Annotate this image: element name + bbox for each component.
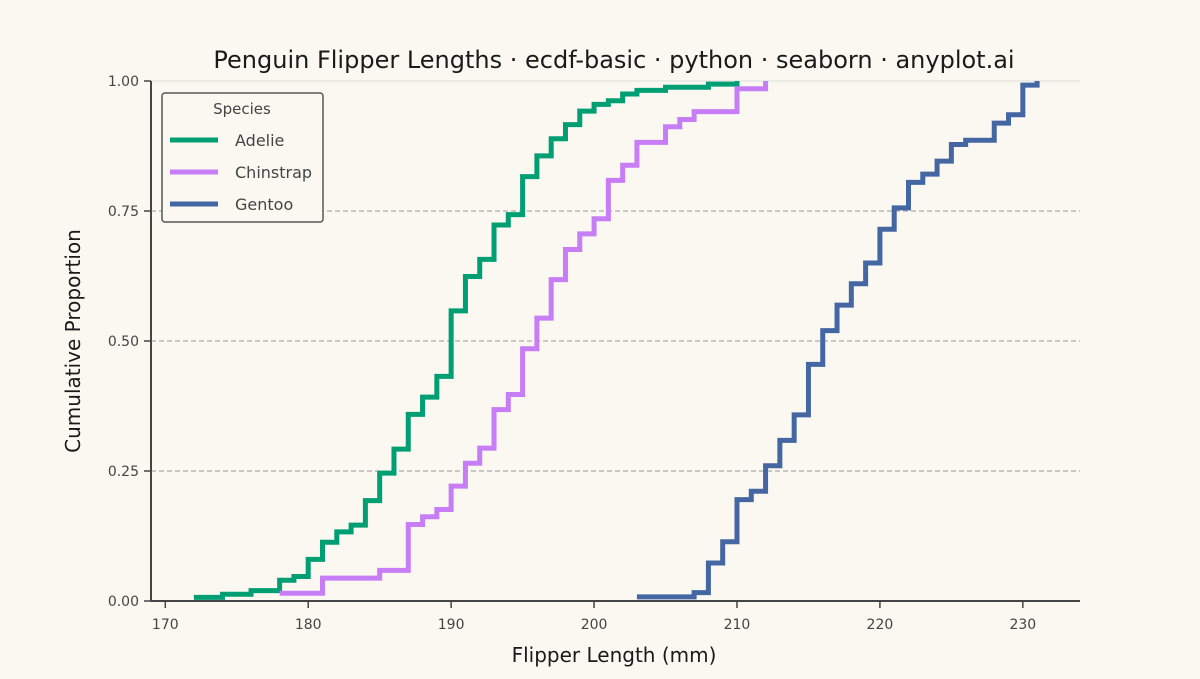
legend-item-chinstrap: Chinstrap bbox=[170, 163, 312, 182]
ecdf-line-gentoo bbox=[636, 81, 1040, 600]
x-tick-label: 200 bbox=[581, 617, 608, 633]
legend-title: Species bbox=[213, 100, 271, 118]
legend-label: Gentoo bbox=[235, 195, 293, 214]
x-tick-label: 180 bbox=[295, 617, 322, 633]
y-tick-label: 0.25 bbox=[108, 464, 139, 480]
x-tick-label: 220 bbox=[867, 617, 894, 633]
y-tick-label: 1.00 bbox=[108, 74, 139, 90]
series-lines bbox=[193, 81, 1040, 600]
y-axis-label: Cumulative Proportion bbox=[61, 229, 85, 453]
ecdf-line-chinstrap bbox=[279, 81, 769, 596]
y-tick-label: 0.00 bbox=[108, 594, 139, 610]
y-tick-label: 0.50 bbox=[108, 334, 139, 350]
legend-box bbox=[161, 92, 324, 223]
legend-item-adelie: Adelie bbox=[170, 131, 284, 150]
series-adelie bbox=[193, 81, 740, 600]
x-tick-label: 210 bbox=[724, 617, 751, 633]
x-tick-label: 230 bbox=[1009, 617, 1036, 633]
series-chinstrap bbox=[279, 81, 769, 596]
legend: Species Adelie Chinstrap Gentoo bbox=[161, 92, 324, 223]
legend-label: Adelie bbox=[235, 131, 284, 150]
x-axis-label: Flipper Length (mm) bbox=[512, 643, 717, 667]
legend-label: Chinstrap bbox=[235, 163, 312, 182]
series-gentoo bbox=[636, 81, 1040, 600]
y-tick-label: 0.75 bbox=[108, 204, 139, 220]
x-tick-label: 190 bbox=[438, 617, 465, 633]
legend-item-gentoo: Gentoo bbox=[170, 195, 293, 214]
x-tick-label: 170 bbox=[152, 617, 179, 633]
ecdf-line-adelie bbox=[193, 81, 740, 600]
legend-items: Adelie Chinstrap Gentoo bbox=[170, 131, 312, 214]
axis-ticks: 0.00 0.25 0.50 0.75 1.00 170 180 190 200 210 220 23… bbox=[108, 74, 1036, 633]
chart-title: Penguin Flipper Lengths · ecdf-basic · p… bbox=[213, 46, 1014, 74]
